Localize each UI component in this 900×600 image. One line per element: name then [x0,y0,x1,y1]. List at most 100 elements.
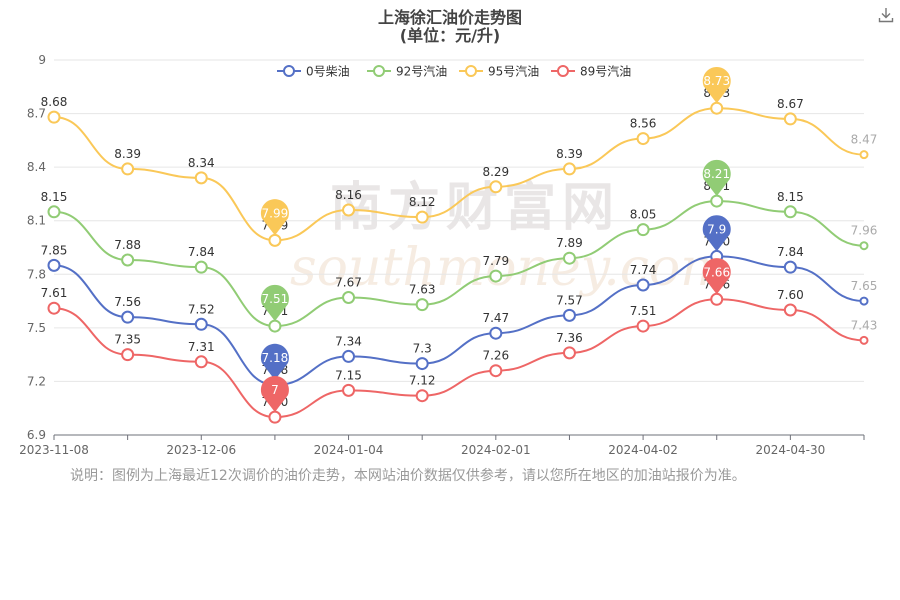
data-label: 7.34 [335,334,362,348]
data-point[interactable] [489,326,503,340]
data-label: 7.56 [114,295,141,309]
data-label: 7.12 [409,374,436,388]
data-point[interactable] [562,308,576,322]
legend-symbol [465,65,477,77]
data-point[interactable] [710,292,724,306]
y-tick-label: 6.9 [27,428,46,442]
data-labels: 7.857.567.527.187.347.37.477.577.747.907… [41,86,878,409]
data-label: 7.60 [777,288,804,302]
data-point[interactable] [194,317,208,331]
series-line-0号柴油 [53,255,865,387]
legend-label: 0号柴油 [306,65,350,79]
data-label: 7.61 [41,286,68,300]
data-point[interactable] [268,319,282,333]
data-label: 7.26 [482,349,509,363]
y-tick-label: 8.4 [27,160,46,174]
data-point[interactable] [194,355,208,369]
data-point[interactable] [415,210,429,224]
extreme-marker-label: 7.9 [707,222,726,236]
data-point[interactable] [710,194,724,208]
legend-item[interactable]: 92号汽油 [367,64,447,79]
data-point[interactable] [121,310,135,324]
data-point[interactable] [47,258,61,272]
data-label: 7.36 [556,331,583,345]
watermark-en: southmoney.com [290,238,730,298]
legend-symbol [557,65,569,77]
data-point[interactable] [636,132,650,146]
data-point[interactable] [194,260,208,274]
data-point[interactable] [268,233,282,247]
download-icon[interactable] [877,6,895,24]
extreme-marker-pin [260,199,289,236]
series [47,101,869,424]
data-point[interactable] [783,112,797,126]
data-point[interactable] [636,278,650,292]
y-tick-label: 7.8 [27,267,46,281]
legend-item[interactable]: 89号汽油 [551,64,631,79]
extreme-marker-pin [702,258,731,295]
extreme-marker-label: 7.66 [703,265,730,279]
data-point[interactable] [562,251,576,265]
data-point[interactable] [194,171,208,185]
legend-label: 92号汽油 [396,64,447,79]
data-point[interactable] [47,205,61,219]
legend-symbol [373,65,385,77]
data-point[interactable] [415,357,429,371]
data-point[interactable] [636,319,650,333]
data-point[interactable] [562,346,576,360]
legend-item[interactable]: 95号汽油 [459,64,539,79]
data-point[interactable] [47,301,61,315]
legend[interactable]: 0号柴油 92号汽油 95号汽油 89号汽油 [277,64,631,79]
extreme-marker-label: 7.99 [262,206,289,220]
data-point[interactable] [783,260,797,274]
data-point[interactable] [859,296,869,306]
data-point[interactable] [859,241,869,251]
data-point[interactable] [859,150,869,160]
chart-subtitle: (单位：元/升) [399,26,501,45]
legend-label: 95号汽油 [488,64,539,79]
data-label: 8.39 [556,147,583,161]
data-point[interactable] [342,383,356,397]
data-label: 7.57 [556,293,583,307]
data-label: 7.65 [851,279,878,293]
data-point[interactable] [342,291,356,304]
data-point[interactable] [47,110,61,124]
data-point[interactable] [783,303,797,317]
data-point[interactable] [783,205,797,219]
data-label: 7.79 [482,254,509,268]
extreme-marker-label: 7.51 [262,292,289,306]
legend-label: 89号汽油 [580,64,631,79]
chart-title: 上海徐汇油价走势图 [377,8,522,27]
data-point[interactable] [342,349,356,363]
data-label: 8.29 [482,165,509,179]
data-point[interactable] [268,410,282,424]
data-label: 7.84 [777,245,804,259]
data-point[interactable] [489,180,503,194]
series-line-95号汽油 [53,107,865,242]
data-label: 7.67 [335,276,362,290]
data-label: 7.74 [630,263,657,277]
data-label: 7.51 [630,304,657,318]
x-tick-label: 2024-02-01 [461,443,531,457]
data-point[interactable] [415,389,429,403]
legend-item[interactable]: 0号柴油 [277,65,350,79]
footnote: 说明：图例为上海最近12次调价的油价走势，本网站油价数据仅供参考，请以您所在地区… [70,468,746,484]
data-label: 7.88 [114,238,141,252]
series-line-89号汽油 [53,298,865,419]
x-tick-label: 2023-11-08 [19,443,89,457]
data-point[interactable] [415,298,429,312]
data-point[interactable] [710,101,724,115]
y-tick-label: 8.1 [27,214,46,228]
data-point[interactable] [489,269,503,283]
extreme-marker-pin [702,215,731,252]
data-point[interactable] [121,348,135,362]
data-point[interactable] [562,162,576,176]
data-point[interactable] [859,335,869,345]
data-point[interactable] [489,364,503,378]
data-point[interactable] [342,203,356,217]
data-point[interactable] [636,223,650,237]
data-point[interactable] [121,162,135,176]
x-tick-label: 2024-04-30 [755,443,825,457]
data-point[interactable] [121,253,135,267]
